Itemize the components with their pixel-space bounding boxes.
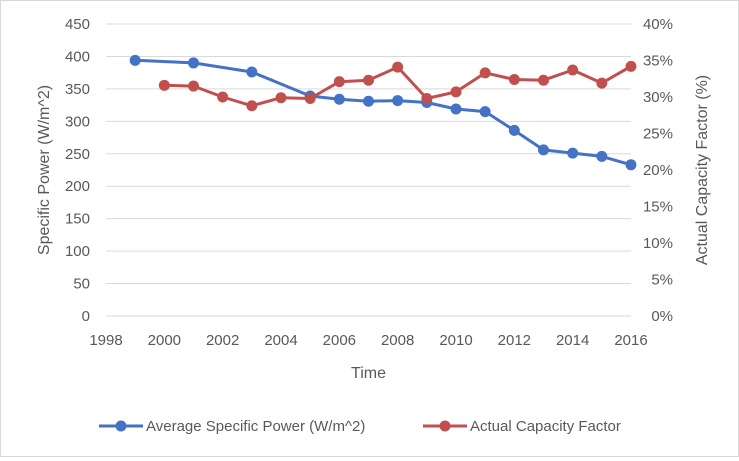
left-tick-label: 250 <box>65 146 90 163</box>
data-point <box>246 66 258 78</box>
x-axis-title: Time <box>351 365 386 382</box>
left-tick-label: 100 <box>65 243 90 260</box>
x-axis-ticks: 1998 2000 2002 2004 2006 2008 2010 2012 2014 2016 <box>89 332 647 349</box>
left-axis-ticks: 0 50 100 150 200 250 300 350 400 450 <box>65 16 90 325</box>
data-point <box>538 74 549 86</box>
x-tick-label: 2016 <box>614 332 647 349</box>
data-point <box>392 61 404 73</box>
data-point <box>363 74 374 86</box>
data-point <box>538 144 549 156</box>
right-tick-label: 25% <box>643 126 673 143</box>
left-tick-label: 400 <box>65 48 90 65</box>
right-tick-label: 40% <box>643 16 673 33</box>
data-point <box>450 86 462 98</box>
data-point <box>625 159 637 171</box>
x-tick-label: 2006 <box>323 332 356 349</box>
left-tick-label: 200 <box>65 178 90 195</box>
left-tick-label: 0 <box>82 308 90 325</box>
left-tick-label: 150 <box>65 211 90 228</box>
legend-item: Actual Capacity Factor <box>423 418 621 435</box>
data-point <box>217 91 229 103</box>
data-point <box>567 64 579 76</box>
data-point <box>508 73 520 85</box>
data-point <box>304 92 316 104</box>
data-point <box>450 103 462 115</box>
right-tick-label: 20% <box>643 162 673 179</box>
data-point <box>625 60 637 72</box>
left-tick-label: 300 <box>65 113 90 130</box>
data-point <box>479 67 491 79</box>
left-axis-title: Specific Power (W/m^2) <box>36 85 53 255</box>
data-point <box>275 92 287 104</box>
legend-swatch-marker <box>115 420 127 432</box>
data-point <box>567 147 579 159</box>
legend-item: Average Specific Power (W/m^2) <box>99 418 365 435</box>
right-tick-label: 15% <box>643 199 673 216</box>
legend-swatch-marker <box>439 420 451 432</box>
series-2 <box>158 60 637 112</box>
data-point <box>188 80 199 92</box>
legend-label: Actual Capacity Factor <box>470 418 621 435</box>
x-tick-label: 2010 <box>439 332 472 349</box>
data-point <box>188 57 199 69</box>
data-point <box>596 77 608 89</box>
right-tick-label: 35% <box>643 53 673 70</box>
data-point <box>479 106 491 118</box>
right-tick-label: 30% <box>643 89 673 106</box>
data-point <box>129 54 141 66</box>
right-tick-label: 5% <box>651 272 673 289</box>
legend-label: Average Specific Power (W/m^2) <box>146 418 365 435</box>
data-point <box>508 124 520 136</box>
x-tick-label: 2014 <box>556 332 589 349</box>
right-tick-label: 0% <box>651 308 673 325</box>
x-tick-label: 2000 <box>148 332 181 349</box>
data-point <box>596 150 608 162</box>
right-axis-ticks: 0% 5% 10% 15% 20% 25% 30% 35% 40% <box>643 16 673 325</box>
right-axis-title: Actual Capacity Factor (%) <box>694 75 711 265</box>
legend: Average Specific Power (W/m^2) Actual Cap… <box>99 418 621 435</box>
x-tick-label: 2008 <box>381 332 414 349</box>
data-point <box>246 100 258 112</box>
left-tick-label: 50 <box>73 276 90 293</box>
data-point <box>333 93 345 105</box>
x-tick-label: 1998 <box>89 332 122 349</box>
data-point <box>333 76 345 88</box>
right-tick-label: 10% <box>643 235 673 252</box>
x-tick-label: 2004 <box>264 332 297 349</box>
data-point <box>158 79 170 91</box>
x-tick-label: 2002 <box>206 332 239 349</box>
x-tick-label: 2012 <box>498 332 531 349</box>
data-point <box>421 92 433 104</box>
data-point <box>392 95 404 107</box>
data-point <box>363 95 374 107</box>
series-layer <box>129 54 637 171</box>
left-tick-label: 350 <box>65 81 90 98</box>
left-tick-label: 450 <box>65 16 90 33</box>
